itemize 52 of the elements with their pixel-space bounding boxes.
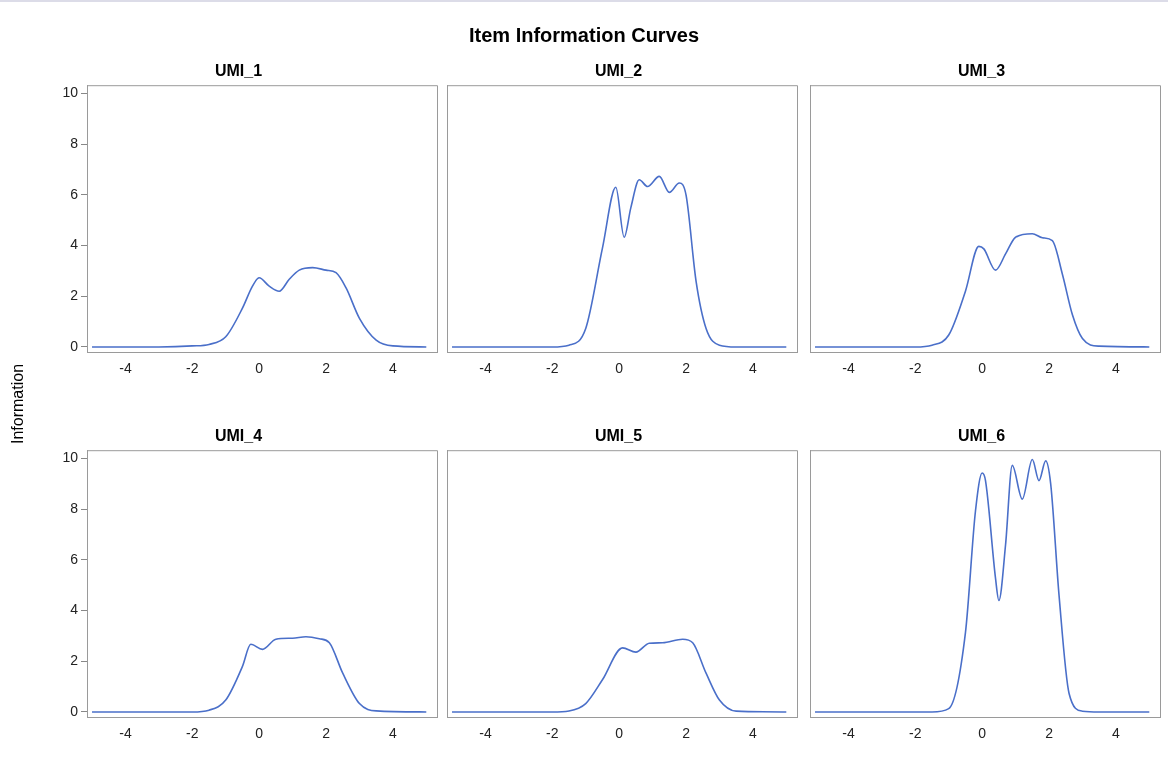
chart-title: UMI_3 [957,62,1006,80]
y-tick-label: 2 [70,652,79,669]
x-tick-label: 4 [1111,725,1120,742]
y-tick-label: 0 [70,337,79,354]
x-tick-label: 0 [615,360,624,377]
y-tick-label: 8 [70,135,79,152]
x-tick-label: 0 [978,360,987,377]
x-tick-label: 4 [748,360,757,377]
x-tick-label: 2 [322,725,331,742]
x-tick-label: -2 [909,725,922,742]
chart-title: UMI_5 [594,427,643,445]
chart-title: UMI_4 [214,427,263,445]
x-tick-label: -2 [909,360,922,377]
y-tick-label: 4 [70,601,79,618]
x-tick-label: -2 [546,360,559,377]
y-tick-label: 0 [70,702,79,719]
y-tick-label: 10 [62,84,79,101]
x-tick-label: 4 [748,725,757,742]
y-tick-label: 10 [62,449,79,466]
y-axis-title: Information [9,363,27,444]
x-tick-label: 0 [255,360,264,377]
x-tick-label: -2 [546,725,559,742]
text: Item Information Curves [467,24,700,47]
y-tick-label: 2 [70,287,79,304]
y-tick-label: 6 [70,550,79,567]
x-tick-label: -4 [842,725,855,742]
x-tick-label: -4 [479,725,492,742]
x-tick-label: 2 [1045,725,1054,742]
x-tick-label: 0 [615,725,624,742]
x-tick-label: 4 [1111,360,1120,377]
x-tick-label: 4 [388,725,397,742]
x-tick-label: -4 [119,360,132,377]
x-tick-label: 2 [322,360,331,377]
x-tick-label: -4 [842,360,855,377]
chart-title: UMI_2 [594,62,643,80]
y-tick-label: 8 [70,500,79,517]
y-tick-label: 6 [70,185,79,202]
chart-title: UMI_1 [214,62,263,80]
x-tick-label: 4 [388,360,397,377]
x-tick-label: 2 [1045,360,1054,377]
y-tick-label: 4 [70,236,79,253]
x-tick-label: 0 [978,725,987,742]
x-tick-label: 0 [255,725,264,742]
chart-title: UMI_6 [957,427,1006,445]
x-tick-label: 2 [682,360,691,377]
x-tick-label: -2 [186,725,199,742]
x-tick-label: -4 [479,360,492,377]
line-series [91,635,428,713]
x-tick-label: 2 [682,725,691,742]
x-tick-label: -2 [186,360,199,377]
line-series [91,266,428,348]
x-tick-label: -4 [119,725,132,742]
